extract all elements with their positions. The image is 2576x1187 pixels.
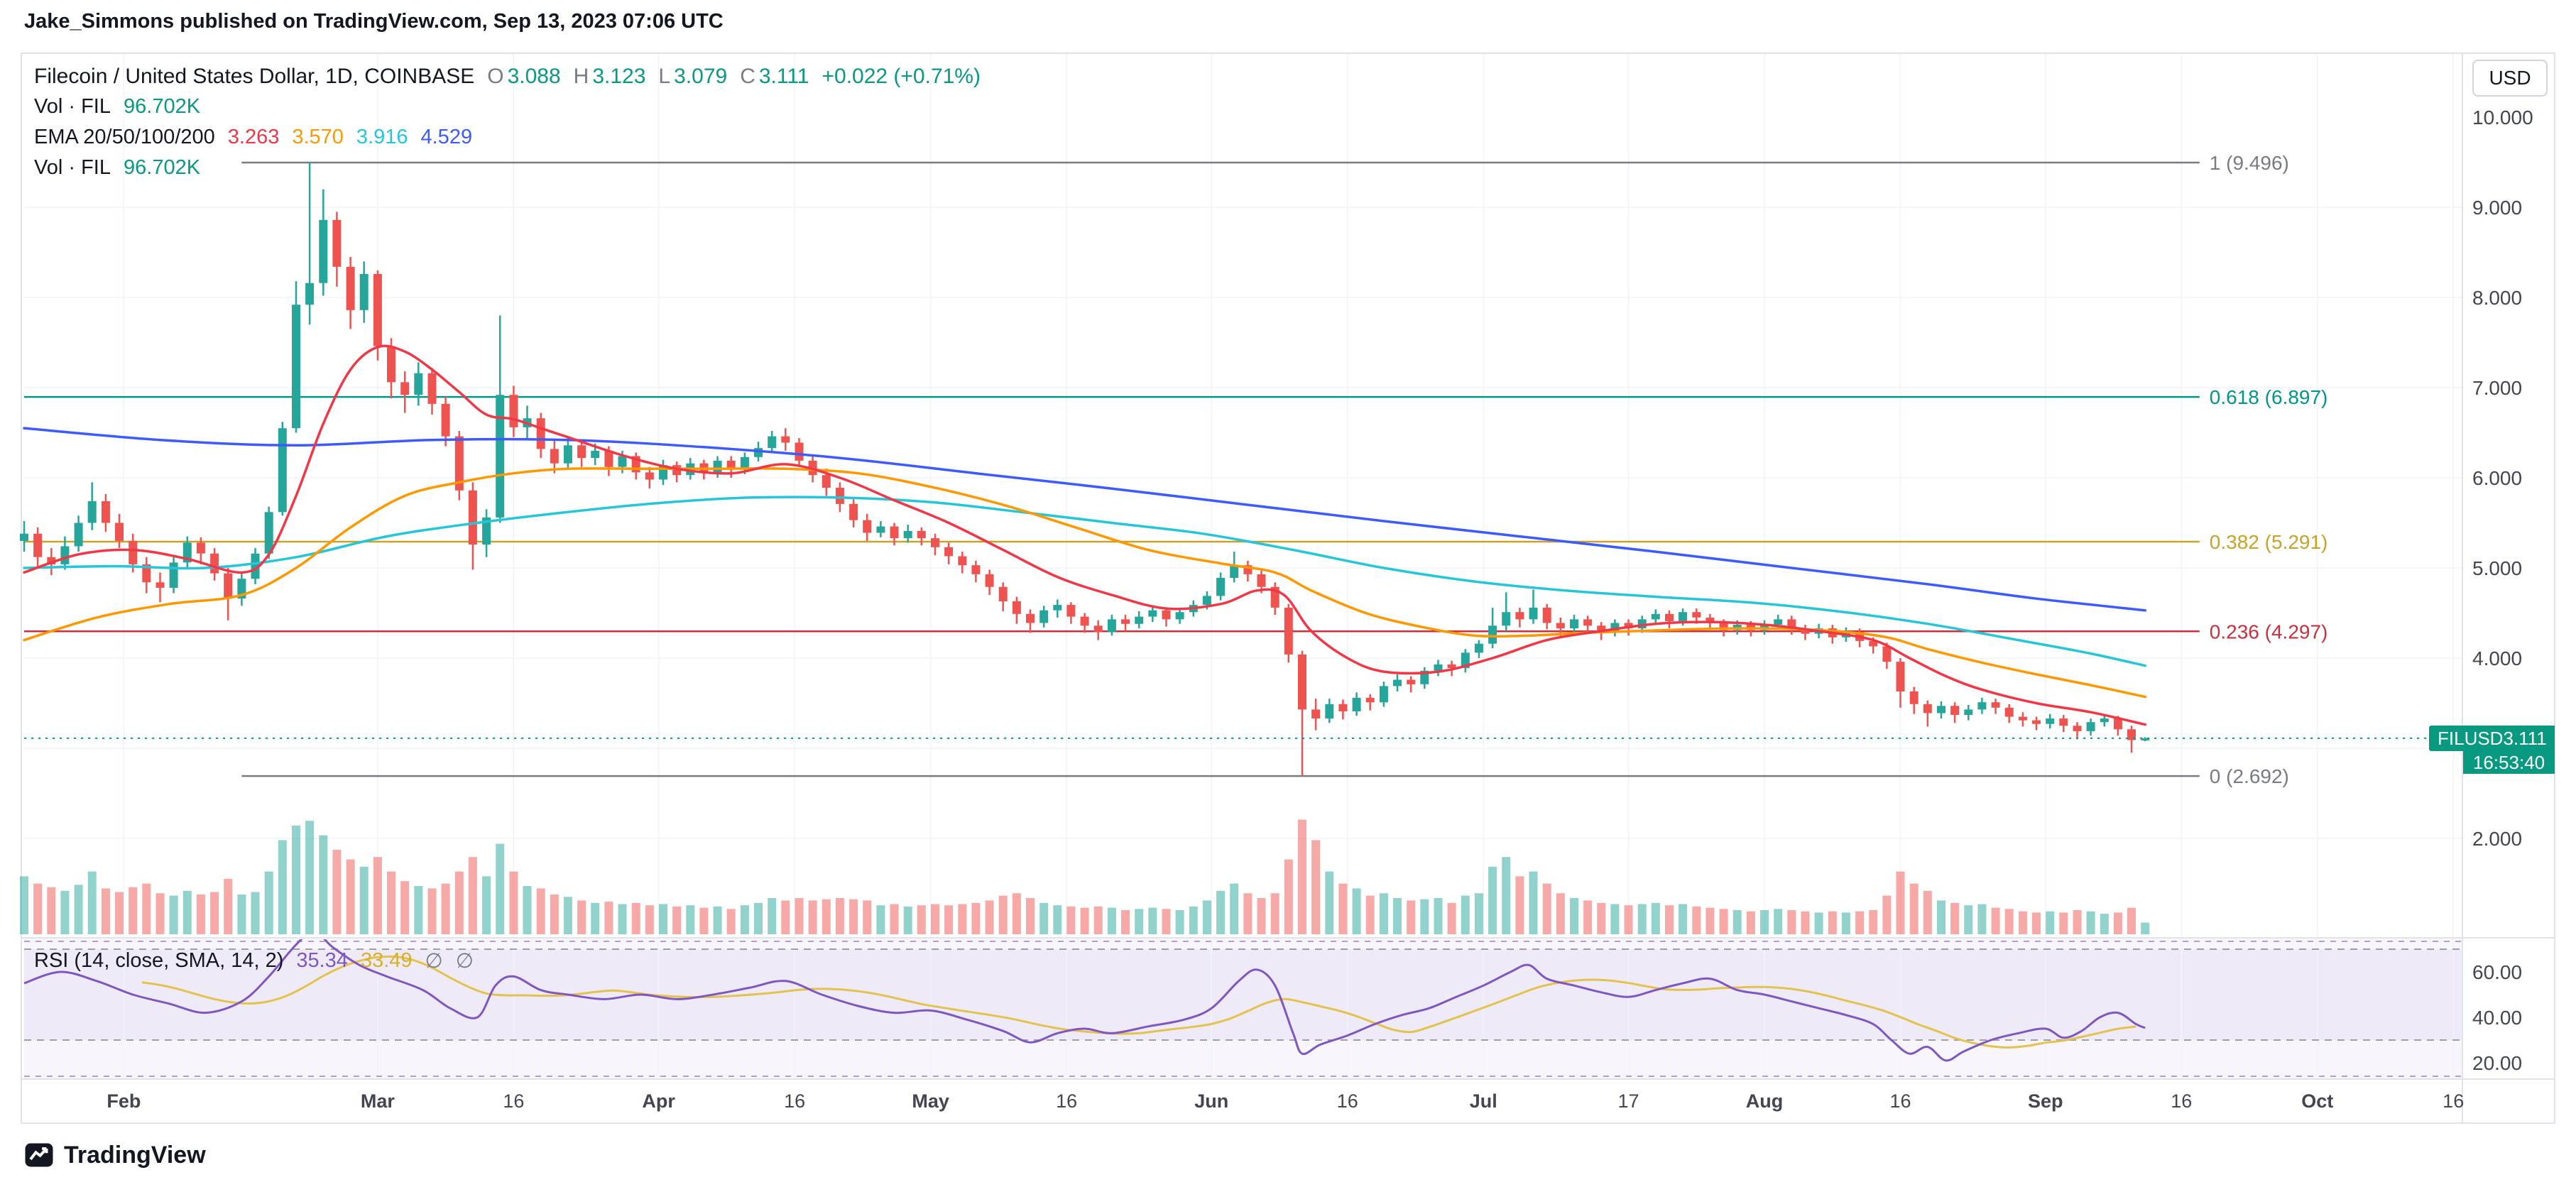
open-value: 3.088: [507, 64, 561, 88]
svg-text:10.000: 10.000: [2472, 106, 2533, 128]
last-price-row: FILUSD 3.111: [2429, 726, 2555, 751]
svg-text:Apr: Apr: [642, 1090, 675, 1112]
ema-50-line: [23, 467, 2146, 699]
byline[interactable]: Jake_Simmons published on TradingView.co…: [24, 10, 724, 33]
svg-text:2.000: 2.000: [2472, 828, 2522, 850]
change-value: +0.022 (+0.71%): [822, 64, 981, 88]
svg-text:9.000: 9.000: [2472, 197, 2522, 219]
rsi-lower-band-empty: ∅: [455, 949, 474, 973]
volume-legend-row[interactable]: Vol · FIL 96.702K: [34, 92, 981, 122]
volume2-label: Vol · FIL: [34, 156, 111, 179]
svg-text:16: 16: [1337, 1090, 1358, 1112]
ohlc-high: H 3.123: [574, 65, 646, 89]
badge-price: 3.111: [2503, 727, 2547, 749]
time-axis[interactable]: Feb Mar 16 Apr 16 May 16 Jun 16 Jul 17 Aug 16 Sep 16 Oc…: [107, 1090, 2464, 1112]
svg-text:7.000: 7.000: [2472, 377, 2522, 399]
rsi-line: [24, 939, 2146, 1062]
rsi-axis[interactable]: 60.00 40.00 20.00: [2472, 961, 2522, 1074]
symbol-legend-row[interactable]: Filecoin / United States Dollar, 1D, COI…: [34, 61, 981, 92]
ema-200-line: [23, 427, 2146, 612]
svg-text:8.000: 8.000: [2472, 287, 2522, 309]
volume2-value: 96.702K: [124, 156, 201, 179]
badge-symbol: FILUSD: [2438, 727, 2504, 749]
svg-text:5.000: 5.000: [2472, 557, 2522, 579]
low-label: L: [658, 64, 671, 88]
svg-text:6.000: 6.000: [2472, 467, 2522, 489]
price-axis[interactable]: 10.000 9.000 8.000 7.000 6.000 5.000 4.000 2.00…: [2472, 106, 2533, 850]
close-value: 3.111: [758, 64, 809, 88]
volume-value: 96.702K: [124, 95, 201, 118]
svg-text:0.618 (6.897): 0.618 (6.897): [2210, 386, 2328, 408]
svg-text:16: 16: [1889, 1090, 1911, 1112]
svg-text:0.236 (4.297): 0.236 (4.297): [2210, 620, 2328, 642]
chart-card-frame: [21, 53, 2555, 1124]
rsi-label: RSI (14, close, SMA, 14, 2): [34, 948, 284, 972]
svg-text:1 (9.496): 1 (9.496): [2210, 152, 2289, 174]
ema-label: EMA 20/50/100/200: [34, 126, 215, 148]
volume-label: Vol · FIL: [34, 95, 111, 118]
svg-text:16: 16: [503, 1090, 524, 1112]
svg-text:17: 17: [1617, 1090, 1639, 1112]
rsi-pane-background: [24, 939, 2462, 1078]
svg-text:Aug: Aug: [1746, 1090, 1783, 1112]
low-value: 3.079: [674, 64, 728, 88]
ohlc-close: C 3.111: [740, 65, 809, 89]
ema200-value: 4.529: [420, 126, 473, 148]
rsi-levels: [24, 941, 2462, 1077]
chart-legend: Filecoin / United States Dollar, 1D, COI…: [34, 61, 981, 183]
svg-text:Jul: Jul: [1470, 1090, 1497, 1112]
high-label: H: [573, 64, 589, 88]
ema-100-line: [23, 496, 2146, 667]
svg-text:16: 16: [784, 1090, 805, 1112]
tradingview-logo-icon: [25, 1143, 53, 1167]
tradingview-footer[interactable]: TradingView: [24, 1140, 206, 1170]
ema-20-line: [23, 344, 2146, 726]
tradingview-wordmark: TradingView: [64, 1141, 206, 1169]
bar-countdown: 16:53:40: [2463, 751, 2555, 774]
ema-legend-row[interactable]: EMA 20/50/100/200 3.263 3.570 3.916 4.52…: [34, 122, 981, 153]
rsi-sma-value: 33.49: [360, 948, 413, 972]
svg-text:Feb: Feb: [107, 1090, 141, 1112]
svg-text:Mar: Mar: [361, 1090, 395, 1112]
svg-text:Jun: Jun: [1194, 1090, 1228, 1112]
svg-text:Oct: Oct: [2301, 1090, 2333, 1112]
svg-text:4.000: 4.000: [2472, 647, 2522, 669]
svg-text:0 (2.692): 0 (2.692): [2210, 765, 2289, 787]
svg-text:May: May: [912, 1090, 949, 1112]
svg-text:0.382 (5.291): 0.382 (5.291): [2210, 531, 2328, 553]
rsi-value: 35.34: [296, 948, 348, 972]
svg-text:20.00: 20.00: [2472, 1052, 2522, 1074]
rsi-sma-line: [141, 955, 2136, 1049]
svg-text:60.00: 60.00: [2472, 961, 2522, 983]
close-label: C: [740, 64, 755, 88]
rsi-upper-band-empty: ∅: [425, 949, 443, 973]
pane-separators[interactable]: [21, 53, 2555, 1123]
svg-text:16: 16: [1056, 1090, 1077, 1112]
last-price-badge[interactable]: FILUSD 3.111 16:53:40: [2429, 726, 2555, 774]
currency-toggle-button[interactable]: USD: [2472, 60, 2548, 97]
ohlc-low: L 3.079: [658, 65, 727, 89]
volume2-legend-row[interactable]: Vol · FIL 96.702K: [34, 153, 981, 183]
ema-lines: [23, 344, 2146, 726]
svg-text:16: 16: [2171, 1090, 2192, 1112]
rsi-series: [24, 939, 2146, 1062]
ohlc-open: O 3.088: [487, 65, 560, 89]
ema50-value: 3.570: [292, 126, 344, 148]
ema100-value: 3.916: [356, 126, 408, 148]
ema20-value: 3.263: [227, 126, 280, 148]
high-value: 3.123: [592, 64, 646, 88]
symbol-title[interactable]: Filecoin / United States Dollar, 1D, COI…: [34, 64, 475, 88]
open-label: O: [487, 64, 504, 88]
volume-bars: [20, 819, 2150, 934]
fib-retracement-lines[interactable]: 1 (9.496) 0.618 (6.897) 0.382 (5.291) 0.236…: [24, 152, 2327, 787]
svg-text:Sep: Sep: [2028, 1090, 2063, 1112]
svg-text:40.00: 40.00: [2472, 1007, 2522, 1029]
rsi-legend-row[interactable]: RSI (14, close, SMA, 14, 2) 35.34 33.49 …: [34, 947, 474, 974]
svg-text:16: 16: [2443, 1090, 2464, 1112]
